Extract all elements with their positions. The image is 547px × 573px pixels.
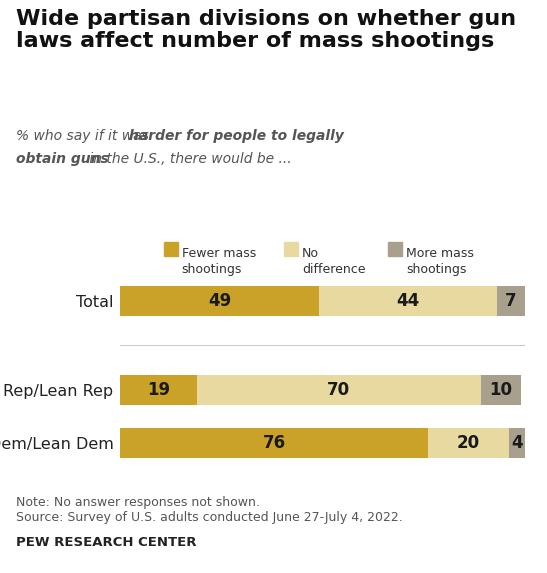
Bar: [509, 429, 525, 458]
Text: 44: 44: [396, 292, 420, 309]
Bar: [497, 286, 525, 316]
Bar: [120, 375, 197, 405]
Bar: [481, 375, 521, 405]
Text: More mass
shootings: More mass shootings: [406, 247, 474, 276]
Text: in the U.S., there would be ...: in the U.S., there would be ...: [85, 152, 292, 166]
Text: Note: No answer responses not shown.: Note: No answer responses not shown.: [16, 496, 260, 509]
Bar: [428, 429, 509, 458]
Bar: [319, 286, 497, 316]
Text: 10: 10: [490, 381, 513, 399]
Text: harder for people to legally: harder for people to legally: [129, 129, 344, 143]
Text: 49: 49: [208, 292, 231, 309]
Text: 20: 20: [457, 434, 480, 453]
Bar: [197, 375, 481, 405]
Text: Wide partisan divisions on whether gun
laws affect number of mass shootings: Wide partisan divisions on whether gun l…: [16, 9, 516, 51]
Text: No
difference: No difference: [302, 247, 365, 276]
Bar: [120, 286, 319, 316]
Text: 7: 7: [505, 292, 517, 309]
Text: 19: 19: [147, 381, 170, 399]
Text: 4: 4: [511, 434, 523, 453]
Text: % who say if it was: % who say if it was: [16, 129, 154, 143]
Text: Source: Survey of U.S. adults conducted June 27-July 4, 2022.: Source: Survey of U.S. adults conducted …: [16, 511, 403, 524]
Text: PEW RESEARCH CENTER: PEW RESEARCH CENTER: [16, 536, 197, 549]
Text: 70: 70: [327, 381, 351, 399]
Text: 76: 76: [263, 434, 286, 453]
Text: obtain guns: obtain guns: [16, 152, 109, 166]
Text: Fewer mass
shootings: Fewer mass shootings: [182, 247, 256, 276]
Bar: [120, 429, 428, 458]
